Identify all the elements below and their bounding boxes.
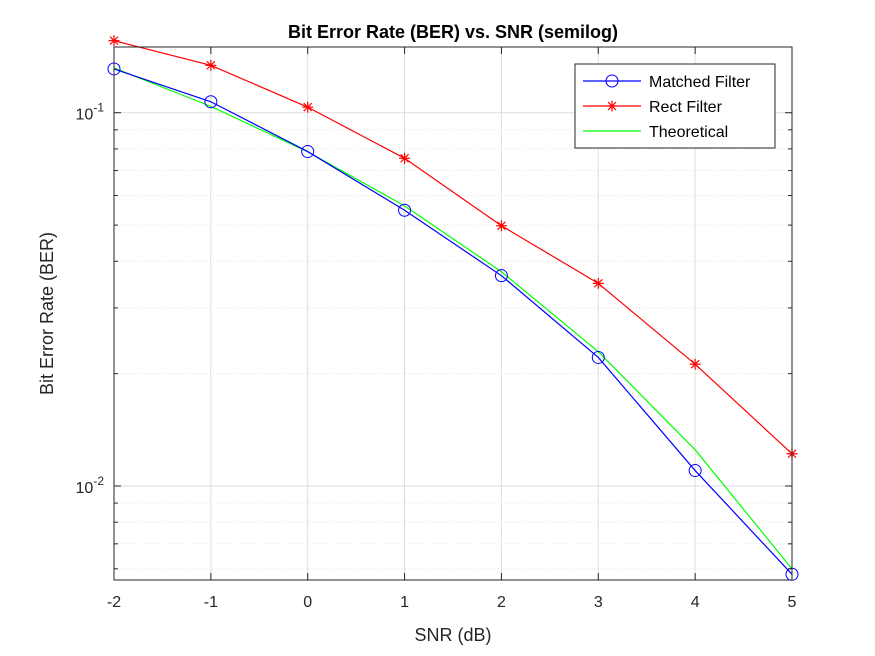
asterisk-stroke xyxy=(690,359,700,369)
series-theoretical xyxy=(113,67,793,570)
x-tick-label: 0 xyxy=(303,594,312,611)
data-point xyxy=(398,203,412,217)
asterisk-stroke xyxy=(303,102,313,112)
asterisk-stroke xyxy=(206,60,216,70)
data-point xyxy=(302,101,314,113)
x-axis-label: SNR (dB) xyxy=(414,625,491,645)
asterisk-stroke xyxy=(400,153,409,163)
x-tick-label: 2 xyxy=(497,594,506,611)
data-point xyxy=(301,145,315,159)
series-line xyxy=(113,68,793,575)
ticks: -2 -1 0 1 2 3 4 510-110-2 xyxy=(76,47,797,611)
x-tick-label: 5 xyxy=(788,594,797,611)
y-tick-label: 10-1 xyxy=(76,101,105,124)
legend: Matched Filter Rect Filter Theoretical xyxy=(574,63,776,149)
chart-title: Bit Error Rate (BER) vs. SNR (semilog) xyxy=(288,22,618,42)
series-matched-filter xyxy=(107,62,799,581)
legend-marker xyxy=(606,100,618,112)
legend-item: Matched Filter xyxy=(583,74,751,91)
asterisk-stroke xyxy=(607,101,617,111)
legend-label: Theoretical xyxy=(649,124,728,141)
series-line xyxy=(113,67,793,570)
legend-item: Theoretical xyxy=(583,124,728,141)
y-tick-exponent: -2 xyxy=(93,474,104,488)
y-tick-base: 10 xyxy=(76,480,94,497)
data-point xyxy=(494,269,508,283)
x-tick-label: -1 xyxy=(204,594,218,611)
legend-item: Rect Filter xyxy=(583,99,723,116)
y-axis-label: Bit Error Rate (BER) xyxy=(37,232,57,395)
y-tick-base: 10 xyxy=(76,107,94,124)
data-point xyxy=(495,220,507,232)
asterisk-stroke xyxy=(497,221,506,231)
series-line xyxy=(113,40,793,455)
data-point xyxy=(592,277,604,289)
legend-label: Rect Filter xyxy=(649,99,723,116)
asterisk-stroke xyxy=(109,36,119,46)
y-tick-label: 10-2 xyxy=(76,474,105,497)
x-tick-label: 3 xyxy=(594,594,603,611)
x-tick-label: 1 xyxy=(400,594,409,611)
x-tick-label: -2 xyxy=(107,594,121,611)
series-layer xyxy=(107,35,799,581)
data-point xyxy=(591,350,605,364)
x-tick-label: 4 xyxy=(691,594,700,611)
legend-marker xyxy=(605,74,619,88)
legend-label: Matched Filter xyxy=(649,74,751,91)
asterisk-stroke xyxy=(593,278,603,288)
data-point xyxy=(688,464,702,478)
series-rect-filter xyxy=(108,35,798,460)
data-point xyxy=(204,95,218,109)
data-point xyxy=(689,358,701,370)
y-tick-exponent: -1 xyxy=(93,101,104,115)
data-point xyxy=(399,152,411,164)
data-point xyxy=(205,59,217,71)
axes-box xyxy=(113,46,793,581)
data-point xyxy=(108,35,120,47)
